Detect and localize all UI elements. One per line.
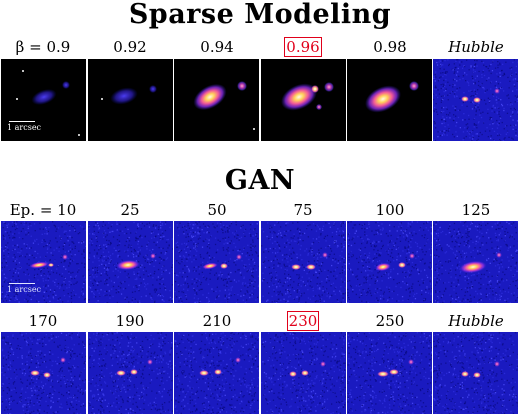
sparse-labels-row: β = 0.9 0.92 0.94 0.96 0.98 Hubble <box>0 37 520 59</box>
gan-label-190: 190 <box>115 312 145 330</box>
gan-labels-row-1: Ep. = 10 25 50 75 100 125 <box>0 200 520 222</box>
gan-label-hubble: Hubble <box>448 312 504 330</box>
sparse-panel-4 <box>261 59 346 141</box>
sparse-panel-5 <box>347 59 432 141</box>
gan-labels-row-2: 170 190 210 230 250 Hubble <box>0 311 520 333</box>
gan-panel-100 <box>347 221 432 303</box>
gan-label-100: 100 <box>375 201 405 219</box>
gan-panel-125 <box>433 221 518 303</box>
gan-label-250: 250 <box>375 312 405 330</box>
gan-label-75: 75 <box>293 201 313 219</box>
gan-panel-230 <box>261 332 346 414</box>
gan-panel-250 <box>347 332 432 414</box>
gan-panel-50 <box>174 221 259 303</box>
gan-label-210: 210 <box>202 312 232 330</box>
gan-panel-75 <box>261 221 346 303</box>
gan-panel-170 <box>1 332 86 414</box>
scalebar-label: 1 arcsec <box>7 123 42 132</box>
sparse-label-2: 0.92 <box>113 38 147 56</box>
gan-label-50: 50 <box>207 201 227 219</box>
sparse-label-3: 0.94 <box>200 38 234 56</box>
gan-panel-ep10: 1 arcsec <box>1 221 86 303</box>
gan-label-25: 25 <box>120 201 140 219</box>
sparse-panel-3 <box>174 59 259 141</box>
gan-panel-190 <box>88 332 173 414</box>
sparse-panel-hubble <box>433 59 518 141</box>
scalebar-line <box>9 121 35 122</box>
gan-label-ep10: Ep. = 10 <box>9 201 77 219</box>
sparse-panel-2 <box>88 59 173 141</box>
gan-title: GAN <box>224 165 296 196</box>
sparse-panel-1: 1 arcsec <box>1 59 86 141</box>
gan-panel-25 <box>88 221 173 303</box>
scalebar-line <box>9 283 35 284</box>
gan-panel-hubble-2 <box>433 332 518 414</box>
sparse-label-hubble: Hubble <box>448 38 504 56</box>
gan-label-125: 125 <box>461 201 491 219</box>
gan-panel-210 <box>174 332 259 414</box>
sparse-label-1: β = 0.9 <box>15 38 71 56</box>
scalebar-label: 1 arcsec <box>7 285 42 294</box>
sparse-modeling-title: Sparse Modeling <box>128 0 392 30</box>
gan-label-230-highlighted: 230 <box>286 311 320 331</box>
sparse-label-4-highlighted: 0.96 <box>284 37 322 57</box>
gan-label-170: 170 <box>28 312 58 330</box>
sparse-label-5: 0.98 <box>373 38 407 56</box>
